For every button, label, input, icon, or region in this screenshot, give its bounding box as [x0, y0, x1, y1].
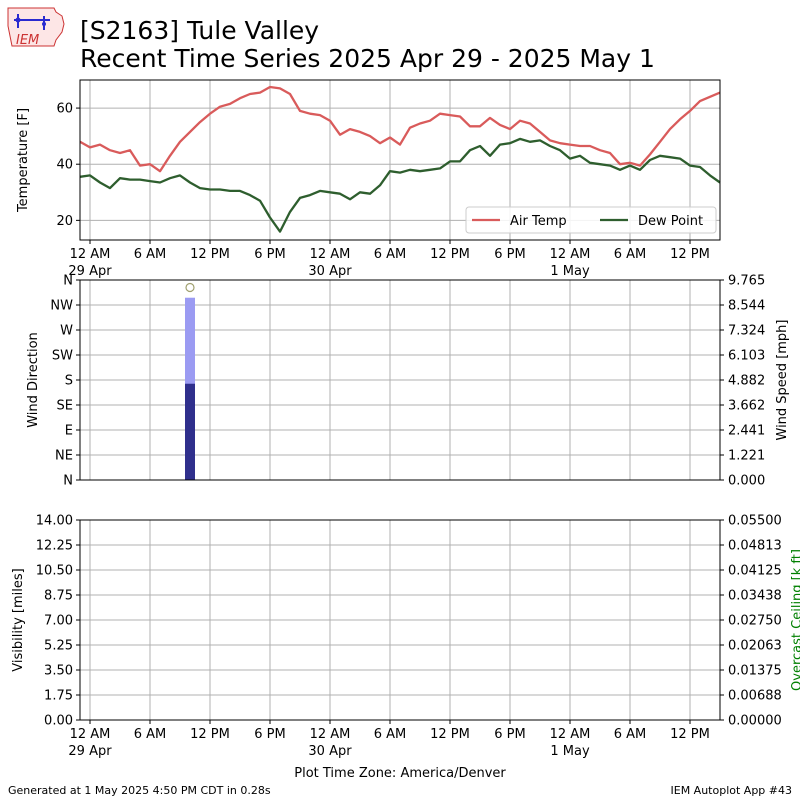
x-tick-label: 12 AM — [550, 247, 591, 262]
chart-subtitle: Recent Time Series 2025 Apr 29 - 2025 Ma… — [80, 44, 655, 73]
visibility-tick-label: 1.75 — [44, 689, 73, 704]
ceiling-tick-label: 0.01375 — [728, 664, 782, 679]
wind-speed-tick-label: 2.441 — [728, 424, 765, 439]
visibility-tick-label: 7.00 — [44, 614, 73, 629]
y-axis-label: Wind Direction — [26, 332, 41, 428]
legend-label: Dew Point — [638, 214, 703, 229]
legend-box — [465, 206, 717, 234]
x-tick-sublabel: 1 May — [550, 264, 590, 279]
x-tick-label: 12 AM — [310, 247, 351, 262]
x-tick-sublabel: 30 Apr — [308, 744, 352, 759]
ceiling-tick-label: 0.00000 — [728, 714, 782, 729]
x-tick-label: 12 PM — [190, 247, 230, 262]
wind-speed-tick-label: 3.662 — [728, 399, 765, 414]
x-tick-label: 12 PM — [670, 727, 710, 742]
wind-speed-tick-label: 0.000 — [728, 474, 765, 489]
x-tick-label: 12 PM — [430, 727, 470, 742]
ceiling-tick-label: 0.03438 — [728, 589, 782, 604]
y-axis-label: Visibility [miles] — [11, 568, 26, 671]
visibility-tick-label: 3.50 — [44, 664, 73, 679]
wind-direction-tick-label: N — [63, 274, 73, 289]
wind-speed-tick-label: 8.544 — [728, 299, 765, 314]
x-tick-label: 6 AM — [614, 727, 647, 742]
x-tick-label: 12 PM — [430, 247, 470, 262]
series-line-air-temp — [79, 85, 721, 173]
wind-speed-bar — [185, 383, 195, 480]
wind-direction-tick-label: N — [63, 474, 73, 489]
wind-speed-tick-label: 6.103 — [728, 349, 765, 364]
x-tick-label: 6 AM — [134, 247, 167, 262]
y-tick-label: 40 — [56, 158, 73, 173]
x-tick-label: 12 AM — [310, 727, 351, 742]
ceiling-tick-label: 0.05500 — [728, 514, 782, 529]
wind-direction-tick-label: NW — [50, 299, 73, 314]
wind-direction-tick-label: SW — [52, 349, 73, 364]
wind-direction-tick-label: E — [65, 424, 73, 439]
x-tick-label: 6 PM — [254, 727, 285, 742]
visibility-tick-label: 14.00 — [36, 514, 73, 529]
series-line-dew-point — [79, 137, 721, 233]
x-tick-label: 12 AM — [70, 727, 111, 742]
wind-speed-tick-label: 4.882 — [728, 374, 765, 389]
x-tick-sublabel: 1 May — [550, 744, 590, 759]
generated-timestamp: Generated at 1 May 2025 4:50 PM CDT in 0… — [8, 784, 271, 797]
x-tick-label: 6 PM — [494, 247, 525, 262]
x-tick-label: 6 AM — [374, 247, 407, 262]
iem-logo: IEM — [6, 6, 66, 54]
ceiling-tick-label: 0.04813 — [728, 539, 782, 554]
y-axis-label: Temperature [F] — [16, 108, 31, 213]
ceiling-tick-label: 0.02063 — [728, 639, 782, 654]
wind-plot-frame — [79, 279, 721, 481]
x-tick-label: 12 AM — [70, 247, 111, 262]
x-axis-label: Plot Time Zone: America/Denver — [294, 766, 506, 781]
ceiling-tick-label: 0.02750 — [728, 614, 782, 629]
visibility-tick-label: 8.75 — [44, 589, 73, 604]
wind-speed-tick-label: 1.221 — [728, 449, 765, 464]
wind-direction-tick-label: W — [60, 324, 73, 339]
ceiling-tick-label: 0.04125 — [728, 564, 782, 579]
x-tick-label: 12 PM — [670, 247, 710, 262]
x-tick-label: 6 AM — [614, 247, 647, 262]
visibility-tick-label: 5.25 — [44, 639, 73, 654]
wind-speed-tick-label: 7.324 — [728, 324, 765, 339]
ceiling-tick-label: 0.00688 — [728, 689, 782, 704]
wind-direction-tick-label: SE — [57, 399, 73, 414]
y-tick-label: 60 — [56, 102, 73, 117]
logo-text: IEM — [16, 33, 39, 48]
visibility-tick-label: 12.25 — [36, 539, 73, 554]
wind-direction-tick-label: NE — [55, 449, 73, 464]
x-tick-label: 6 AM — [134, 727, 167, 742]
y2-axis-label: Overcast Ceiling [k ft] — [790, 549, 800, 691]
x-tick-label: 6 PM — [494, 727, 525, 742]
x-tick-sublabel: 29 Apr — [68, 264, 112, 279]
wind-direction-tick-label: S — [65, 374, 73, 389]
legend-label: Air Temp — [510, 214, 567, 229]
wind-speed-tick-label: 9.765 — [728, 274, 765, 289]
x-tick-sublabel: 29 Apr — [68, 744, 112, 759]
x-tick-label: 6 AM — [374, 727, 407, 742]
wind-marker — [185, 282, 195, 293]
temperature-plot-frame — [79, 79, 721, 241]
x-tick-label: 12 AM — [550, 727, 591, 742]
x-tick-label: 12 PM — [190, 727, 230, 742]
y-tick-label: 20 — [56, 214, 73, 229]
x-tick-label: 6 PM — [254, 247, 285, 262]
app-label: IEM Autoplot App #43 — [670, 784, 793, 797]
visibility-plot-frame — [79, 519, 721, 721]
x-tick-sublabel: 30 Apr — [308, 264, 352, 279]
visibility-tick-label: 10.50 — [36, 564, 73, 579]
chart-title: [S2163] Tule Valley — [80, 16, 320, 45]
y2-axis-label: Wind Speed [mph] — [775, 320, 790, 441]
visibility-tick-label: 0.00 — [44, 714, 73, 729]
